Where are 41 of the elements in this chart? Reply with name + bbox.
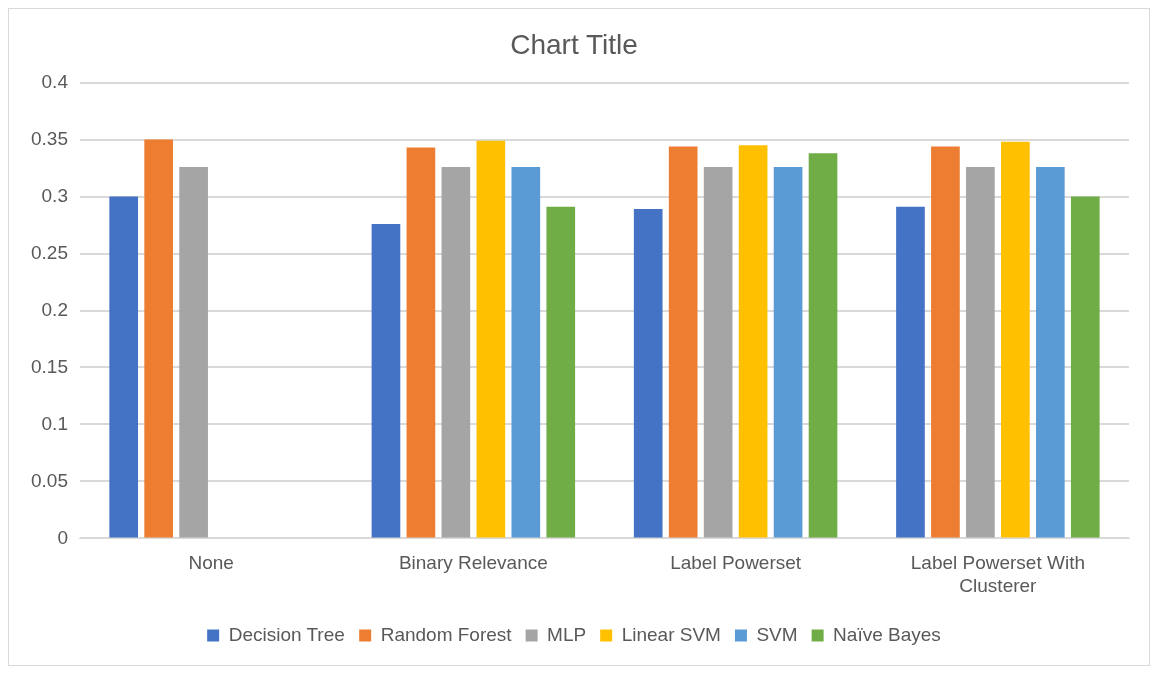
x-tick-label: Label Powerset bbox=[670, 552, 802, 574]
y-tick-label: 0.25 bbox=[31, 241, 68, 263]
legend-label: Random Forest bbox=[380, 623, 513, 645]
bar bbox=[633, 209, 663, 538]
x-tick-label: None bbox=[188, 552, 234, 574]
y-tick-label: 0.1 bbox=[41, 412, 68, 434]
bar bbox=[144, 139, 173, 538]
bar bbox=[1001, 141, 1030, 538]
bar bbox=[371, 223, 401, 538]
bar bbox=[1070, 196, 1100, 538]
legend-label: Decision Tree bbox=[228, 623, 345, 645]
y-tick-label: 0.3 bbox=[41, 184, 68, 206]
y-tick-label: 0.4 bbox=[41, 70, 69, 92]
y-tick-label: 0.15 bbox=[31, 355, 68, 377]
chart-title: Chart Title bbox=[510, 28, 638, 60]
legend-label: Linear SVM bbox=[621, 623, 721, 645]
y-tick-label: 0 bbox=[57, 526, 68, 548]
legend-label: SVM bbox=[756, 623, 798, 645]
bar bbox=[931, 146, 960, 538]
bar bbox=[109, 196, 139, 538]
bar bbox=[668, 146, 698, 538]
bar bbox=[966, 166, 995, 538]
bar bbox=[179, 166, 208, 538]
legend-label: Naïve Bayes bbox=[833, 623, 941, 645]
y-tick-label: 0.05 bbox=[31, 469, 68, 491]
bar bbox=[441, 166, 471, 538]
bar bbox=[896, 206, 925, 538]
bar bbox=[406, 147, 436, 538]
bar bbox=[773, 166, 803, 538]
x-tick-label: Label Powerset With Clusterer bbox=[910, 552, 1085, 596]
y-tick-label: 0.2 bbox=[41, 298, 68, 320]
bar bbox=[476, 140, 506, 538]
bar bbox=[738, 145, 768, 538]
bar bbox=[703, 166, 733, 538]
x-tick-label: Binary Relevance bbox=[398, 552, 548, 574]
bar bbox=[511, 166, 541, 538]
bar bbox=[808, 153, 838, 538]
bar bbox=[546, 206, 576, 538]
legend-label: MLP bbox=[547, 623, 587, 645]
y-tick-label: 0.35 bbox=[31, 127, 68, 149]
bar bbox=[1035, 166, 1065, 538]
